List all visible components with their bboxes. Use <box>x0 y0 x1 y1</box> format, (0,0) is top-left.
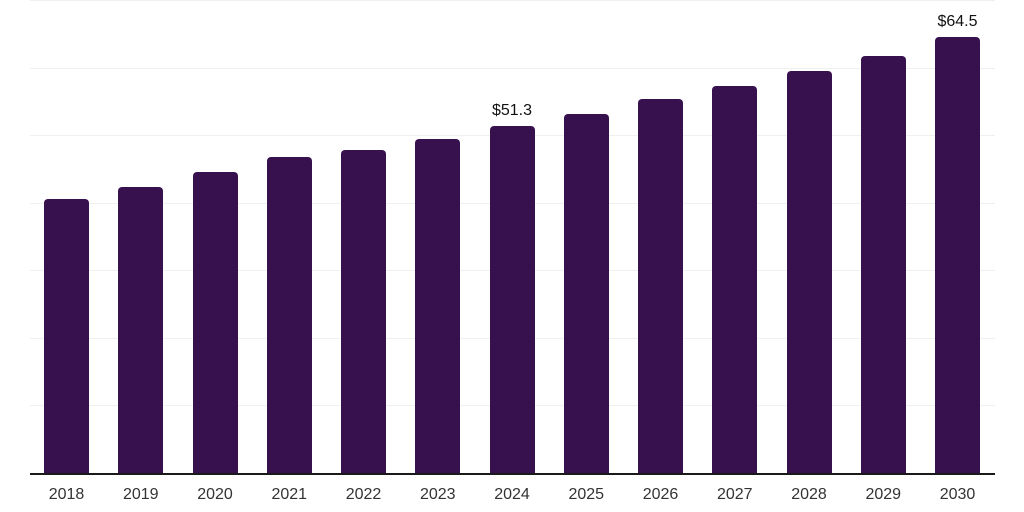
x-axis-label-2026: 2026 <box>642 486 679 503</box>
x-axis-label-2029: 2029 <box>865 486 902 503</box>
x-axis-label-2023: 2023 <box>419 486 456 503</box>
bar-value-label-2030: $64.5 <box>937 13 978 31</box>
bar-2022 <box>341 150 386 473</box>
bar-2021 <box>266 157 312 473</box>
x-axis-label-2028: 2028 <box>791 486 827 503</box>
x-axis-label-2020: 2020 <box>197 486 233 503</box>
plot-area: 2018 2019 2020 2021 2022 2023 $51.3 2024 2025 202… <box>30 0 995 503</box>
bar-2026 <box>638 99 683 473</box>
bar-2028 <box>786 70 832 473</box>
x-axis-label-2025: 2025 <box>568 486 605 503</box>
x-axis-label-2021: 2021 <box>271 486 308 503</box>
bar-2018 <box>44 198 89 473</box>
x-axis-label-2018: 2018 <box>48 486 85 503</box>
bar-2025 <box>563 113 609 473</box>
bar-2027 <box>712 85 758 473</box>
bar-2024 <box>489 126 535 473</box>
bar-2029 <box>860 56 906 473</box>
x-axis-label-2027: 2027 <box>716 486 753 503</box>
gridline-y70 <box>30 0 995 1</box>
x-axis-label-2024: 2024 <box>494 486 530 503</box>
bar-value-label-2024: $51.3 <box>491 102 533 120</box>
bar-2030 <box>935 37 980 473</box>
bar-2019 <box>118 187 164 473</box>
x-axis-label-2019: 2019 <box>122 486 159 503</box>
bar-2020 <box>192 171 238 473</box>
bar-2023 <box>415 138 461 473</box>
x-axis-label-2030: 2030 <box>939 486 976 503</box>
x-axis-label-2022: 2022 <box>345 486 382 503</box>
gridline-y60 <box>30 67 995 69</box>
